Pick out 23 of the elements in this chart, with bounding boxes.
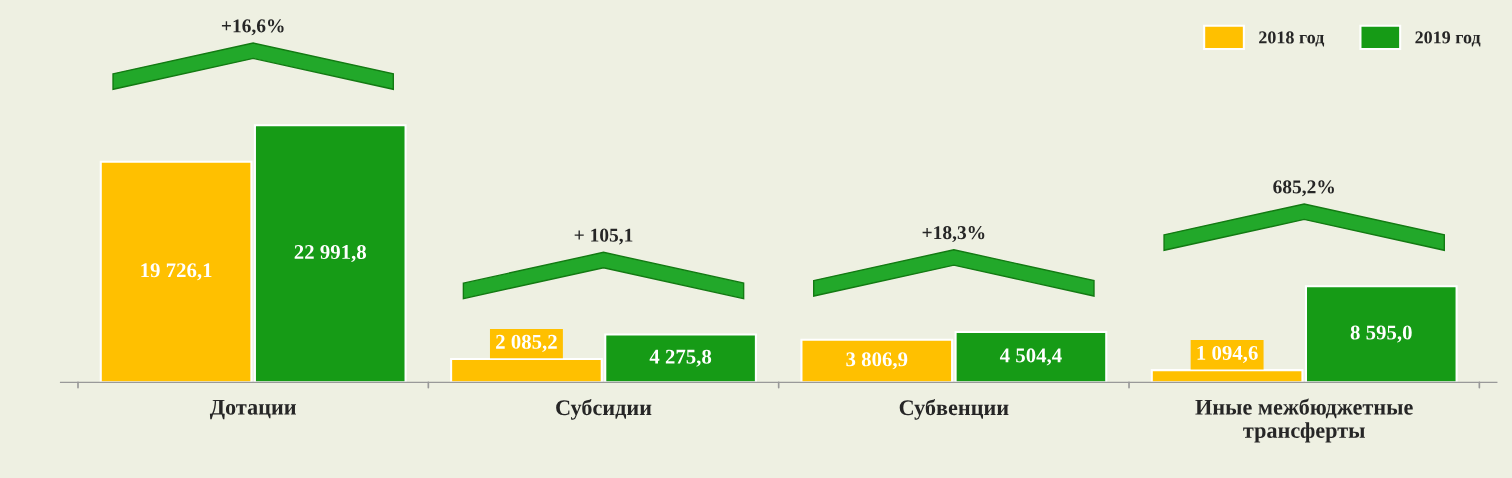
x-tick-label: Дотации bbox=[209, 399, 296, 420]
data-label: 8 595,0 bbox=[1350, 325, 1412, 343]
data-label: 3 806,9 bbox=[846, 352, 908, 370]
data-label: 4 275,8 bbox=[649, 349, 712, 367]
data-label: 4 504,4 bbox=[999, 348, 1062, 366]
bar bbox=[99, 160, 253, 383]
x-tick-label: Субвенции bbox=[899, 399, 1009, 420]
bar bbox=[253, 124, 407, 383]
x-tick-label: Субсидии bbox=[556, 399, 652, 420]
data-label: 2 085,2 bbox=[496, 334, 557, 352]
annotation: 685,2% bbox=[1273, 180, 1334, 197]
annotation: +18,3% bbox=[922, 226, 985, 242]
legend-label: 2018 год bbox=[1259, 31, 1325, 47]
text: +16,6% bbox=[221, 19, 284, 36]
bar bbox=[1304, 285, 1458, 383]
bar bbox=[954, 330, 1108, 383]
annotation: + 105,1 bbox=[574, 228, 633, 245]
data-label: 22 991,8 bbox=[294, 244, 367, 263]
data-label: 1 094,6 bbox=[1197, 345, 1258, 363]
x-tick-label: Иные межбюджетные трансферты bbox=[1195, 398, 1413, 443]
bar bbox=[800, 338, 954, 383]
data-label: 19 726,1 bbox=[141, 263, 212, 281]
legend-label: 2019 год bbox=[1415, 31, 1481, 47]
